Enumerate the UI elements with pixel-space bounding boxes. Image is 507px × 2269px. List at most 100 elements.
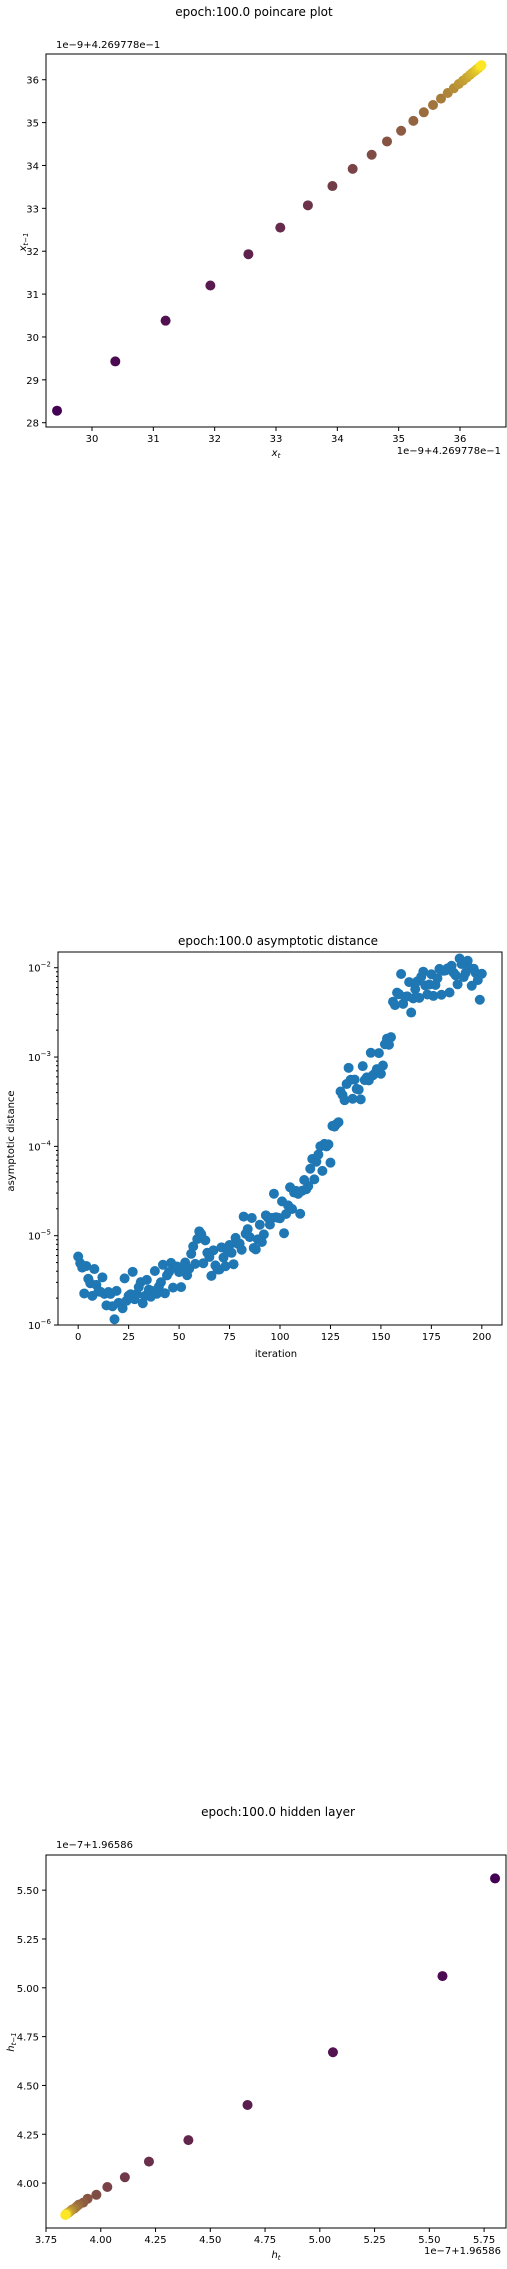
- scatter-point: [390, 1000, 401, 1011]
- asymptotic-distance-frame: [57, 951, 503, 1326]
- x-tick-label: 5.00: [309, 2235, 331, 2246]
- scatter-point: [365, 1047, 376, 1058]
- scatter-point: [452, 979, 463, 990]
- scatter-point: [383, 1039, 394, 1050]
- scatter-point: [242, 2099, 253, 2110]
- x-tick-label: 33: [270, 434, 283, 445]
- x-tick-label: 3.75: [35, 2235, 57, 2246]
- y-tick-label: 34: [26, 161, 39, 172]
- asymptotic-distance-chart: epoch:100.0 asymptotic distance iteratio…: [6, 934, 503, 1360]
- scatter-point: [268, 1188, 279, 1199]
- scatter-point: [254, 1219, 265, 1230]
- scatter-point: [109, 1314, 120, 1325]
- scatter-point: [357, 1061, 368, 1072]
- hidden-x-axis-label: ht: [271, 2250, 280, 2262]
- scatter-point: [313, 1149, 324, 1160]
- scatter-point: [243, 249, 254, 260]
- scatter-point: [410, 984, 421, 995]
- y-tick-label: 33: [26, 204, 39, 215]
- x-tick-label: 34: [331, 434, 344, 445]
- y-tick-label: 36: [26, 76, 39, 87]
- scatter-point: [200, 1235, 211, 1246]
- scatter-point: [89, 1264, 100, 1275]
- y-tick-label: 10−3: [28, 1050, 51, 1064]
- poincare-x-offset-label: 1e−9+4.269778e−1: [397, 446, 501, 457]
- x-tick-label: 5.50: [418, 2235, 440, 2246]
- scatter-point: [97, 1272, 108, 1283]
- scatter-point: [327, 2047, 338, 2058]
- scatter-point: [242, 1224, 253, 1235]
- scatter-point: [366, 149, 377, 160]
- scatter-point: [238, 1211, 249, 1222]
- scatter-point: [60, 2209, 71, 2220]
- y-tick-label: 10−6: [28, 1318, 52, 1332]
- scatter-point: [295, 1208, 306, 1219]
- scatter-point: [159, 1288, 170, 1299]
- scatter-point: [309, 1174, 320, 1185]
- scatter-point: [183, 2135, 194, 2146]
- scatter-point: [327, 181, 338, 192]
- scatter-point: [347, 163, 358, 174]
- y-tick-label: 30: [26, 333, 39, 344]
- scatter-point: [333, 1117, 344, 1128]
- scatter-point: [244, 1232, 255, 1243]
- poincare-x-axis-label: xt: [271, 448, 281, 460]
- scatter-point: [208, 1245, 219, 1256]
- x-tick-label: 150: [371, 1332, 390, 1343]
- x-tick-label: 125: [321, 1332, 340, 1343]
- scatter-point: [355, 1094, 366, 1105]
- scatter-point: [323, 1139, 334, 1150]
- scatter-point: [127, 1266, 138, 1277]
- scatter-point: [436, 989, 447, 1000]
- x-tick-label: 200: [472, 1332, 491, 1343]
- scatter-point: [198, 1258, 209, 1269]
- y-tick-label: 5.25: [17, 1935, 39, 1946]
- scatter-point: [250, 1244, 261, 1255]
- x-tick-label: 32: [208, 434, 221, 445]
- scatter-point: [414, 992, 425, 1003]
- scatter-point: [418, 966, 429, 977]
- scatter-point: [246, 1212, 257, 1223]
- scatter-point: [168, 1282, 179, 1293]
- scatter-point: [339, 1095, 350, 1106]
- x-tick-label: 4.75: [254, 2235, 276, 2246]
- scatter-point: [149, 1266, 160, 1277]
- poincare-plot-title: epoch:100.0 poincare plot: [175, 5, 333, 19]
- scatter-point: [418, 107, 429, 118]
- scatter-point: [408, 115, 419, 126]
- y-tick-label: 4.00: [17, 2179, 39, 2190]
- y-tick-label: 4.25: [17, 2130, 39, 2141]
- scatter-point: [287, 1203, 298, 1214]
- poincare-plot-frame: [45, 53, 507, 428]
- scatter-point: [190, 1258, 201, 1269]
- x-tick-label: 5.25: [363, 2235, 385, 2246]
- hidden-layer-title: epoch:100.0 hidden layer: [201, 1805, 355, 1819]
- scatter-point: [302, 200, 313, 211]
- x-tick-label: 35: [392, 434, 405, 445]
- scatter-point: [226, 1247, 237, 1258]
- scatter-point: [188, 1241, 199, 1252]
- asymptotic-x-axis-label: iteration: [255, 1349, 297, 1360]
- y-tick-label: 29: [26, 376, 39, 387]
- scatter-point: [396, 969, 407, 980]
- scatter-point: [353, 1084, 364, 1095]
- scatter-point: [490, 1873, 501, 1884]
- scatter-point: [155, 1277, 166, 1288]
- scatter-point: [91, 2189, 102, 2200]
- y-tick-label: 5.00: [17, 1984, 39, 1995]
- poincare-y-offset-label: 1e−9+4.269778e−1: [56, 40, 160, 51]
- scatter-point: [224, 1239, 235, 1250]
- hidden-layer-frame: [45, 1854, 507, 2229]
- asymptotic-y-axis-label: asymptotic distance: [6, 1090, 17, 1191]
- scatter-point: [220, 1261, 231, 1272]
- scatter-point: [102, 2181, 113, 2192]
- scatter-point: [432, 973, 443, 984]
- scatter-point: [275, 222, 286, 233]
- scatter-point: [325, 1157, 336, 1168]
- x-tick-label: 100: [270, 1332, 289, 1343]
- hidden-y-offset-label: 1e−7+1.96586: [56, 1840, 133, 1851]
- poincare-plot-chart: epoch:100.0 poincare plot 1e−9+4.269778e…: [18, 5, 507, 460]
- scatter-point: [305, 1163, 316, 1174]
- x-tick-label: 4.00: [90, 2235, 112, 2246]
- scatter-point: [119, 2172, 130, 2183]
